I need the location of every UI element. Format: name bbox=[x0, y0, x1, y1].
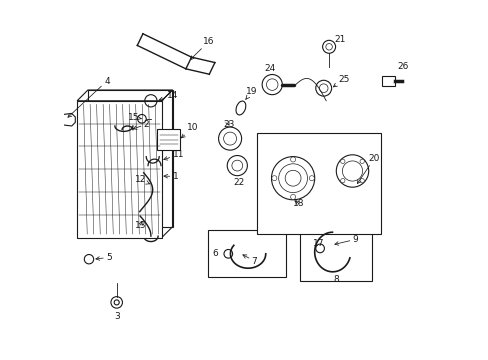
Text: 13: 13 bbox=[134, 220, 146, 230]
Circle shape bbox=[340, 159, 344, 163]
Text: 5: 5 bbox=[96, 253, 111, 262]
Text: 22: 22 bbox=[233, 178, 244, 187]
Text: 16: 16 bbox=[190, 37, 214, 60]
Text: 20: 20 bbox=[357, 154, 379, 184]
Text: 10: 10 bbox=[181, 123, 198, 138]
Text: 1: 1 bbox=[163, 172, 178, 181]
Circle shape bbox=[359, 159, 364, 163]
Circle shape bbox=[227, 156, 247, 176]
Text: 25: 25 bbox=[333, 75, 349, 87]
Circle shape bbox=[271, 157, 314, 200]
FancyBboxPatch shape bbox=[381, 76, 394, 86]
Circle shape bbox=[290, 157, 295, 162]
Text: 19: 19 bbox=[245, 87, 257, 99]
Text: 14: 14 bbox=[159, 91, 178, 100]
Text: 2: 2 bbox=[133, 120, 149, 129]
Ellipse shape bbox=[236, 101, 245, 115]
Circle shape bbox=[315, 80, 331, 96]
Circle shape bbox=[218, 127, 241, 150]
Text: 3: 3 bbox=[114, 312, 120, 321]
Bar bbox=[257, 133, 381, 234]
Circle shape bbox=[322, 40, 335, 53]
Circle shape bbox=[262, 75, 282, 95]
Text: 9: 9 bbox=[334, 235, 358, 245]
Text: 8: 8 bbox=[333, 274, 339, 284]
Circle shape bbox=[336, 155, 368, 187]
Text: 12: 12 bbox=[134, 175, 149, 184]
Circle shape bbox=[271, 176, 276, 181]
Circle shape bbox=[340, 179, 344, 183]
FancyBboxPatch shape bbox=[157, 129, 180, 150]
Text: 11: 11 bbox=[163, 150, 183, 160]
Text: 15: 15 bbox=[127, 112, 142, 122]
Text: 23: 23 bbox=[223, 120, 234, 129]
Text: 21: 21 bbox=[333, 35, 345, 44]
Text: 24: 24 bbox=[264, 64, 276, 73]
Text: 6: 6 bbox=[212, 249, 218, 258]
Bar bbox=[300, 223, 371, 281]
Polygon shape bbox=[77, 101, 162, 238]
Text: 17: 17 bbox=[313, 239, 325, 248]
Circle shape bbox=[359, 179, 364, 183]
Circle shape bbox=[309, 176, 314, 181]
Bar bbox=[208, 230, 285, 277]
Text: 4: 4 bbox=[68, 77, 109, 117]
Text: 7: 7 bbox=[243, 255, 257, 266]
Circle shape bbox=[290, 194, 295, 199]
Text: 18: 18 bbox=[292, 199, 304, 208]
Text: 26: 26 bbox=[396, 62, 408, 71]
